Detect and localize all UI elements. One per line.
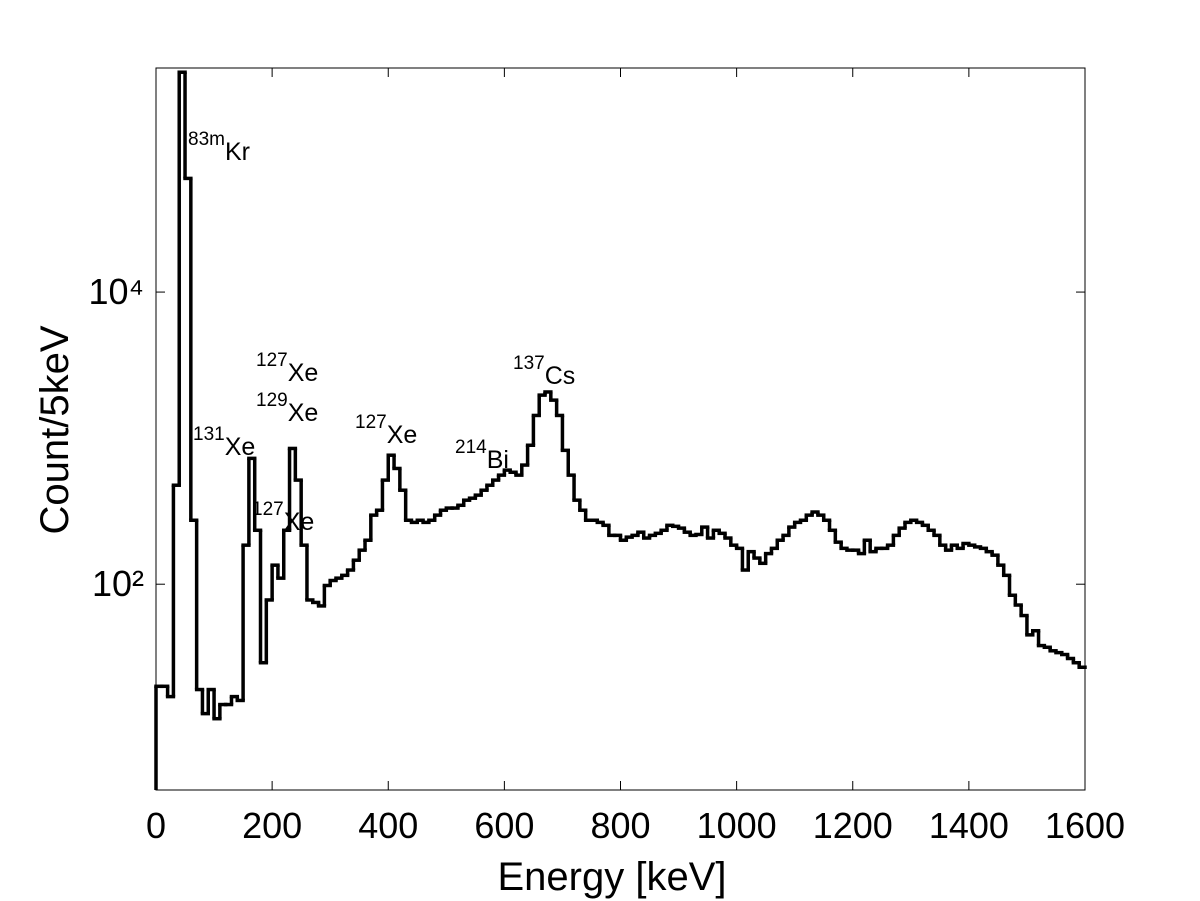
x-tick-label: 200 xyxy=(242,805,302,846)
peak-label-element: Xe xyxy=(387,421,418,449)
peak-label: 131Xe xyxy=(193,424,255,461)
peak-label: 83mKr xyxy=(188,129,250,166)
peak-label: 214Bi xyxy=(455,437,509,474)
peak-label-mass: 127 xyxy=(256,350,288,371)
peak-label-mass: 137 xyxy=(513,353,545,374)
peak-label-mass: 214 xyxy=(455,437,487,458)
x-tick-label: 0 xyxy=(146,805,166,846)
y-axis-label: Count/5keV xyxy=(33,325,77,534)
peak-label-mass: 83m xyxy=(188,129,225,150)
x-tick-label: 1200 xyxy=(813,805,893,846)
peak-label: 129Xe xyxy=(256,390,318,427)
peak-label-element: Xe xyxy=(288,359,319,387)
peak-label: 137Cs xyxy=(513,353,575,390)
peak-label: 127Xe xyxy=(252,499,314,536)
peak-label: 127Xe xyxy=(355,412,417,449)
x-tick-label: 1000 xyxy=(697,805,777,846)
peak-label-element: Kr xyxy=(225,138,250,166)
x-tick-label: 1400 xyxy=(929,805,1009,846)
x-tick-label: 1600 xyxy=(1045,805,1125,846)
peak-label-element: Cs xyxy=(545,362,576,390)
x-tick-label: 800 xyxy=(590,805,650,846)
histogram-risers xyxy=(154,72,1081,790)
x-tick-label: 400 xyxy=(358,805,418,846)
peak-label-element: Bi xyxy=(487,446,509,474)
peak-label-mass: 127 xyxy=(355,412,387,433)
x-tick-label: 600 xyxy=(474,805,534,846)
peak-label-mass: 129 xyxy=(256,390,288,411)
y-tick-label: 10² xyxy=(92,563,144,604)
peak-label: 127Xe xyxy=(256,350,318,387)
peak-label-element: Xe xyxy=(288,399,319,427)
peak-label-mass: 131 xyxy=(193,424,225,445)
peak-label-element: Xe xyxy=(284,508,315,536)
peak-label-element: Xe xyxy=(225,433,256,461)
y-tick-label: 10⁴ xyxy=(88,271,144,312)
x-axis-label: Energy [keV] xyxy=(497,855,726,899)
peak-label-mass: 127 xyxy=(252,499,284,520)
